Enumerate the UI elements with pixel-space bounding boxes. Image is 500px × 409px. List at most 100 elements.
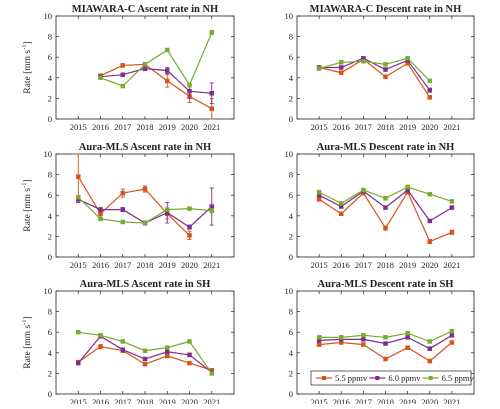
x-tick-label: 2017: [114, 260, 131, 270]
x-tick-label: 2021: [203, 397, 220, 404]
legend: 5.5 ppmv 6.0 ppmv 6.5 ppmv: [310, 370, 475, 386]
data-point: [427, 358, 432, 364]
data-point: [165, 345, 170, 350]
data-point: [361, 333, 366, 338]
axes-box: [55, 290, 235, 395]
x-tick-label: 2016: [333, 122, 350, 132]
y-axis-label: Rate [mm s-1]: [21, 41, 33, 93]
series-6.5ppmv: [76, 195, 214, 226]
x-tick-label: 2017: [114, 122, 131, 132]
data-point: [209, 371, 214, 376]
data-point: [142, 186, 148, 192]
data-point: [405, 55, 410, 61]
series-6.5ppmv: [76, 329, 214, 376]
x-tick-label: 2018: [377, 260, 394, 270]
x-tick-label: 2021: [443, 397, 460, 404]
x-tick-label: 2015: [70, 397, 87, 404]
y-tick-label: 2: [48, 231, 52, 241]
y-tick-label: 4: [48, 211, 53, 221]
series-5.5ppmv: [76, 153, 192, 240]
data-point: [165, 78, 170, 84]
y-tick-label: 0: [289, 114, 293, 124]
data-point: [339, 335, 344, 340]
y-tick-label: 6: [289, 52, 293, 62]
series-line: [77, 335, 213, 373]
legend-entry: 5.5 ppmv: [335, 373, 368, 383]
x-tick-label: 2016: [92, 397, 109, 404]
data-point: [142, 66, 148, 71]
y-tick-label: 10: [285, 11, 294, 21]
data-point: [383, 205, 388, 210]
panel-3: Aura-MLS Ascent rate in NH 0 2 4 6 8 10 2015 201…: [21, 142, 235, 270]
y-tick-label: 10: [285, 286, 294, 296]
data-point: [339, 60, 344, 65]
data-point: [383, 341, 388, 346]
data-point: [383, 67, 388, 72]
data-point: [98, 207, 103, 212]
x-tick-label: 2015: [311, 122, 328, 132]
y-tick-label: 8: [289, 307, 293, 317]
data-point: [339, 211, 344, 216]
y-axis-label: Rate [mm s-1]: [21, 179, 33, 231]
x-tick-label: 2019: [399, 260, 416, 270]
x-tick-label: 2016: [333, 397, 350, 404]
data-point: [427, 239, 432, 244]
panel-6: Aura-MLS Descent rate in SH 0 2 4 6 8 10 2015 20…: [285, 279, 475, 407]
data-point: [187, 88, 192, 94]
y-tick-label: 0: [48, 114, 52, 124]
y-tick-label: 6: [289, 327, 293, 337]
series-6.0ppmv: [316, 187, 455, 224]
data-point: [383, 62, 388, 67]
data-point: [187, 206, 192, 211]
data-point: [316, 335, 322, 340]
panel-title: MIAWARA-C Descent rate in NH: [310, 4, 462, 15]
y-tick-label: 4: [289, 348, 294, 358]
data-point: [98, 333, 103, 338]
y-tick-label: 6: [289, 190, 293, 200]
data-point: [76, 360, 81, 366]
data-point: [316, 342, 322, 347]
data-point: [405, 345, 410, 350]
data-point: [361, 59, 366, 64]
data-point: [427, 346, 432, 351]
data-point: [405, 184, 410, 190]
panel-title: Aura-MLS Descent rate in NH: [317, 142, 455, 153]
data-point: [209, 204, 214, 209]
series-line: [100, 67, 212, 94]
x-tick-label: 2020: [421, 122, 438, 132]
data-point: [142, 220, 148, 226]
x-tick-label: 2019: [159, 260, 176, 270]
data-point: [405, 335, 410, 340]
data-point: [120, 219, 125, 225]
data-point: [209, 30, 214, 35]
panel-5: Aura-MLS Ascent rate in SH 0 2 4 6 8 10 2015 201…: [21, 279, 235, 407]
x-tick-label: 2016: [333, 260, 350, 270]
data-point: [142, 62, 148, 67]
y-tick-label: 2: [289, 231, 293, 241]
x-tick-label: 2020: [181, 397, 198, 404]
data-point: [187, 339, 192, 344]
data-point: [361, 187, 366, 193]
data-point: [187, 360, 192, 366]
data-point: [449, 328, 455, 334]
data-point: [76, 329, 81, 335]
legend-swatch-marker: [375, 376, 380, 380]
x-tick-label: 2017: [355, 260, 372, 270]
x-tick-label: 2020: [181, 260, 198, 270]
data-point: [120, 347, 125, 352]
x-tick-label: 2021: [443, 122, 460, 132]
data-point: [120, 83, 125, 89]
data-point: [142, 348, 148, 353]
y-tick-label: 8: [48, 170, 52, 180]
y-tick-label: 8: [289, 170, 293, 180]
y-tick-label: 4: [48, 348, 53, 358]
data-point: [209, 91, 214, 96]
series-line: [100, 32, 213, 87]
x-tick-label: 2019: [399, 397, 416, 404]
data-point: [427, 218, 432, 224]
data-point: [165, 207, 170, 212]
data-point: [98, 344, 103, 349]
y-tick-label: 4: [289, 211, 294, 221]
series-line: [319, 57, 431, 91]
